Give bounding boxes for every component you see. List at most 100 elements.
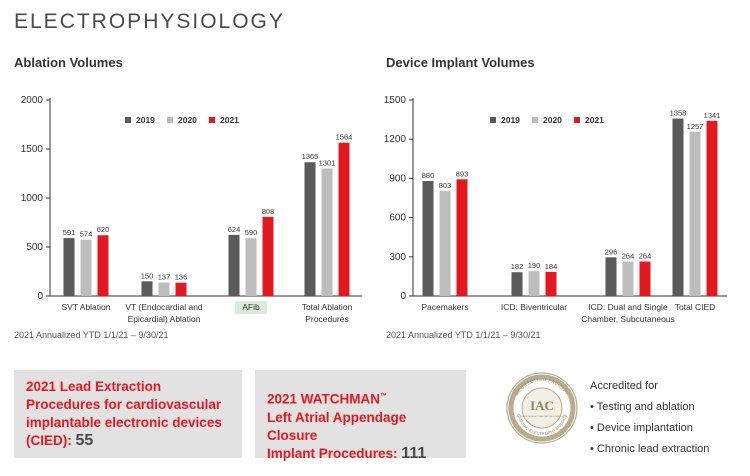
bar <box>689 131 701 296</box>
watchman-line1: 2021 WATCHMAN <box>267 391 381 407</box>
lead-extraction-value: 55 <box>75 432 94 449</box>
bar-value-label: 296 <box>605 247 618 256</box>
bar-value-label: 591 <box>63 228 76 237</box>
bar-value-label: 1365 <box>302 152 319 161</box>
bar <box>228 234 240 296</box>
legend-label: 2019 <box>136 115 155 125</box>
legend-swatch <box>574 117 580 123</box>
bar-value-label: 182 <box>511 262 524 271</box>
bar-value-label: 808 <box>262 207 275 216</box>
category-label: Epicardial) Ablation <box>128 314 201 324</box>
bar <box>456 179 468 296</box>
watchman-value: 111 <box>401 444 427 462</box>
bar-value-label: 880 <box>422 171 435 180</box>
y-tick-label: 600 <box>389 213 406 224</box>
accreditation-item: • Chronic lead extraction <box>590 443 710 455</box>
bar <box>672 118 684 296</box>
bar <box>439 191 451 296</box>
seal-mark: IAC <box>530 398 554 413</box>
seal-band <box>508 374 576 442</box>
implant-volumes-chart: 0 300 600 900 1200 1500 2019 2020 2021 880 803 893 P… <box>384 95 727 324</box>
bar <box>245 238 257 296</box>
accreditation-item: • Device implantation <box>590 422 693 434</box>
bar-value-label: 1341 <box>704 111 721 120</box>
lead-extraction-line3: implantable electronic devices <box>26 415 222 430</box>
seal-inner-text: INTERSOCIETAL ACCREDITATION COMMISSION <box>517 415 568 418</box>
bar-value-label: 1564 <box>336 133 353 142</box>
bar-value-label: 574 <box>80 230 93 239</box>
ablation-chart-title: Ablation Volumes <box>14 55 123 70</box>
bar-value-label: 184 <box>545 262 558 271</box>
bar-value-label: 264 <box>622 252 635 261</box>
watchman-tm: ™ <box>380 393 388 400</box>
bar-value-label: 150 <box>141 271 154 280</box>
bar <box>639 261 651 296</box>
bar <box>158 282 170 296</box>
ablation-volumes-chart: 0 500 1000 1500 2000 2019 2020 2021 591 574 620 SVT… <box>21 95 362 324</box>
bar-value-label: 803 <box>439 181 452 190</box>
y-tick-label: 1200 <box>384 134 407 145</box>
category-label: AFib <box>242 302 260 312</box>
bar-value-label: 136 <box>175 273 188 282</box>
implant-chart-title: Device Implant Volumes <box>386 55 535 70</box>
category-label: Total CIED <box>675 302 716 312</box>
y-tick-label: 2000 <box>21 95 44 106</box>
iac-accreditation-seal: ACCREDITED FACILITY CARDIAC ELECTROPHYSI… <box>506 372 578 444</box>
accreditation-list: Accredited for • Testing and ablation • … <box>590 376 709 460</box>
lead-extraction-box: 2021 Lead Extraction Procedures for card… <box>14 370 242 458</box>
bar <box>304 162 316 296</box>
y-tick-label: 1500 <box>21 144 44 155</box>
lead-extraction-line1: 2021 Lead Extraction <box>26 379 162 394</box>
bar-value-label: 1257 <box>687 122 704 131</box>
bar-value-label: 624 <box>228 225 241 234</box>
y-tick-label: 900 <box>389 173 406 184</box>
bar-value-label: 1301 <box>319 159 336 168</box>
bar <box>511 272 523 296</box>
lead-extraction-line2: Procedures for cardiovascular <box>26 397 222 412</box>
legend-label: 2019 <box>501 115 520 125</box>
bar <box>605 257 617 296</box>
page-title: ELECTROPHYSIOLOGY <box>14 10 285 33</box>
bar-value-label: 590 <box>245 228 258 237</box>
accreditation-item: • Testing and ablation <box>590 401 695 413</box>
y-tick-label: 500 <box>26 242 43 253</box>
legend-label: 2021 <box>220 115 239 125</box>
category-label: Total Ablation <box>302 302 353 312</box>
bar <box>321 168 333 296</box>
bar-value-label: 1358 <box>670 109 687 118</box>
bar-value-label: 620 <box>97 225 110 234</box>
category-label: ICD: Biventricular <box>501 302 567 312</box>
bar-value-label: 893 <box>456 169 469 178</box>
accreditation-heading: Accredited for <box>590 380 658 392</box>
category-label: ICD: Dual and Single <box>588 302 668 312</box>
y-tick-label: 0 <box>400 291 406 302</box>
bar <box>622 261 634 296</box>
legend-label: 2021 <box>585 115 604 125</box>
bar-value-label: 190 <box>528 261 541 270</box>
implant-note: 2021 Annualized YTD 1/1/21 – 9/30/21 <box>386 330 541 340</box>
watchman-line3: Implant Procedures: <box>267 445 398 461</box>
category-highlight <box>235 301 267 314</box>
bar <box>422 181 434 296</box>
category-label: Procedures <box>305 314 348 324</box>
legend-swatch <box>209 117 215 123</box>
category-label: Pacemakers <box>421 302 468 312</box>
legend-swatch <box>490 117 496 123</box>
bar <box>706 120 718 296</box>
legend-swatch <box>125 117 131 123</box>
bar-value-label: 264 <box>639 252 652 261</box>
y-tick-label: 1000 <box>21 193 44 204</box>
y-tick-label: 0 <box>37 291 43 302</box>
bar <box>528 271 540 296</box>
y-tick-label: 1500 <box>384 95 407 106</box>
lead-extraction-line4: (CIED): <box>26 433 72 448</box>
watchman-box: 2021 WATCHMAN™ Left Atrial Appendage Clo… <box>255 370 466 462</box>
bar <box>545 271 557 296</box>
bar <box>63 238 75 296</box>
bar <box>175 282 187 296</box>
bar <box>80 239 92 296</box>
bar <box>262 216 274 296</box>
category-label: VT (Endocardial and <box>125 302 203 312</box>
bar <box>338 142 350 296</box>
watchman-line2: Left Atrial Appendage Closure <box>267 409 407 443</box>
